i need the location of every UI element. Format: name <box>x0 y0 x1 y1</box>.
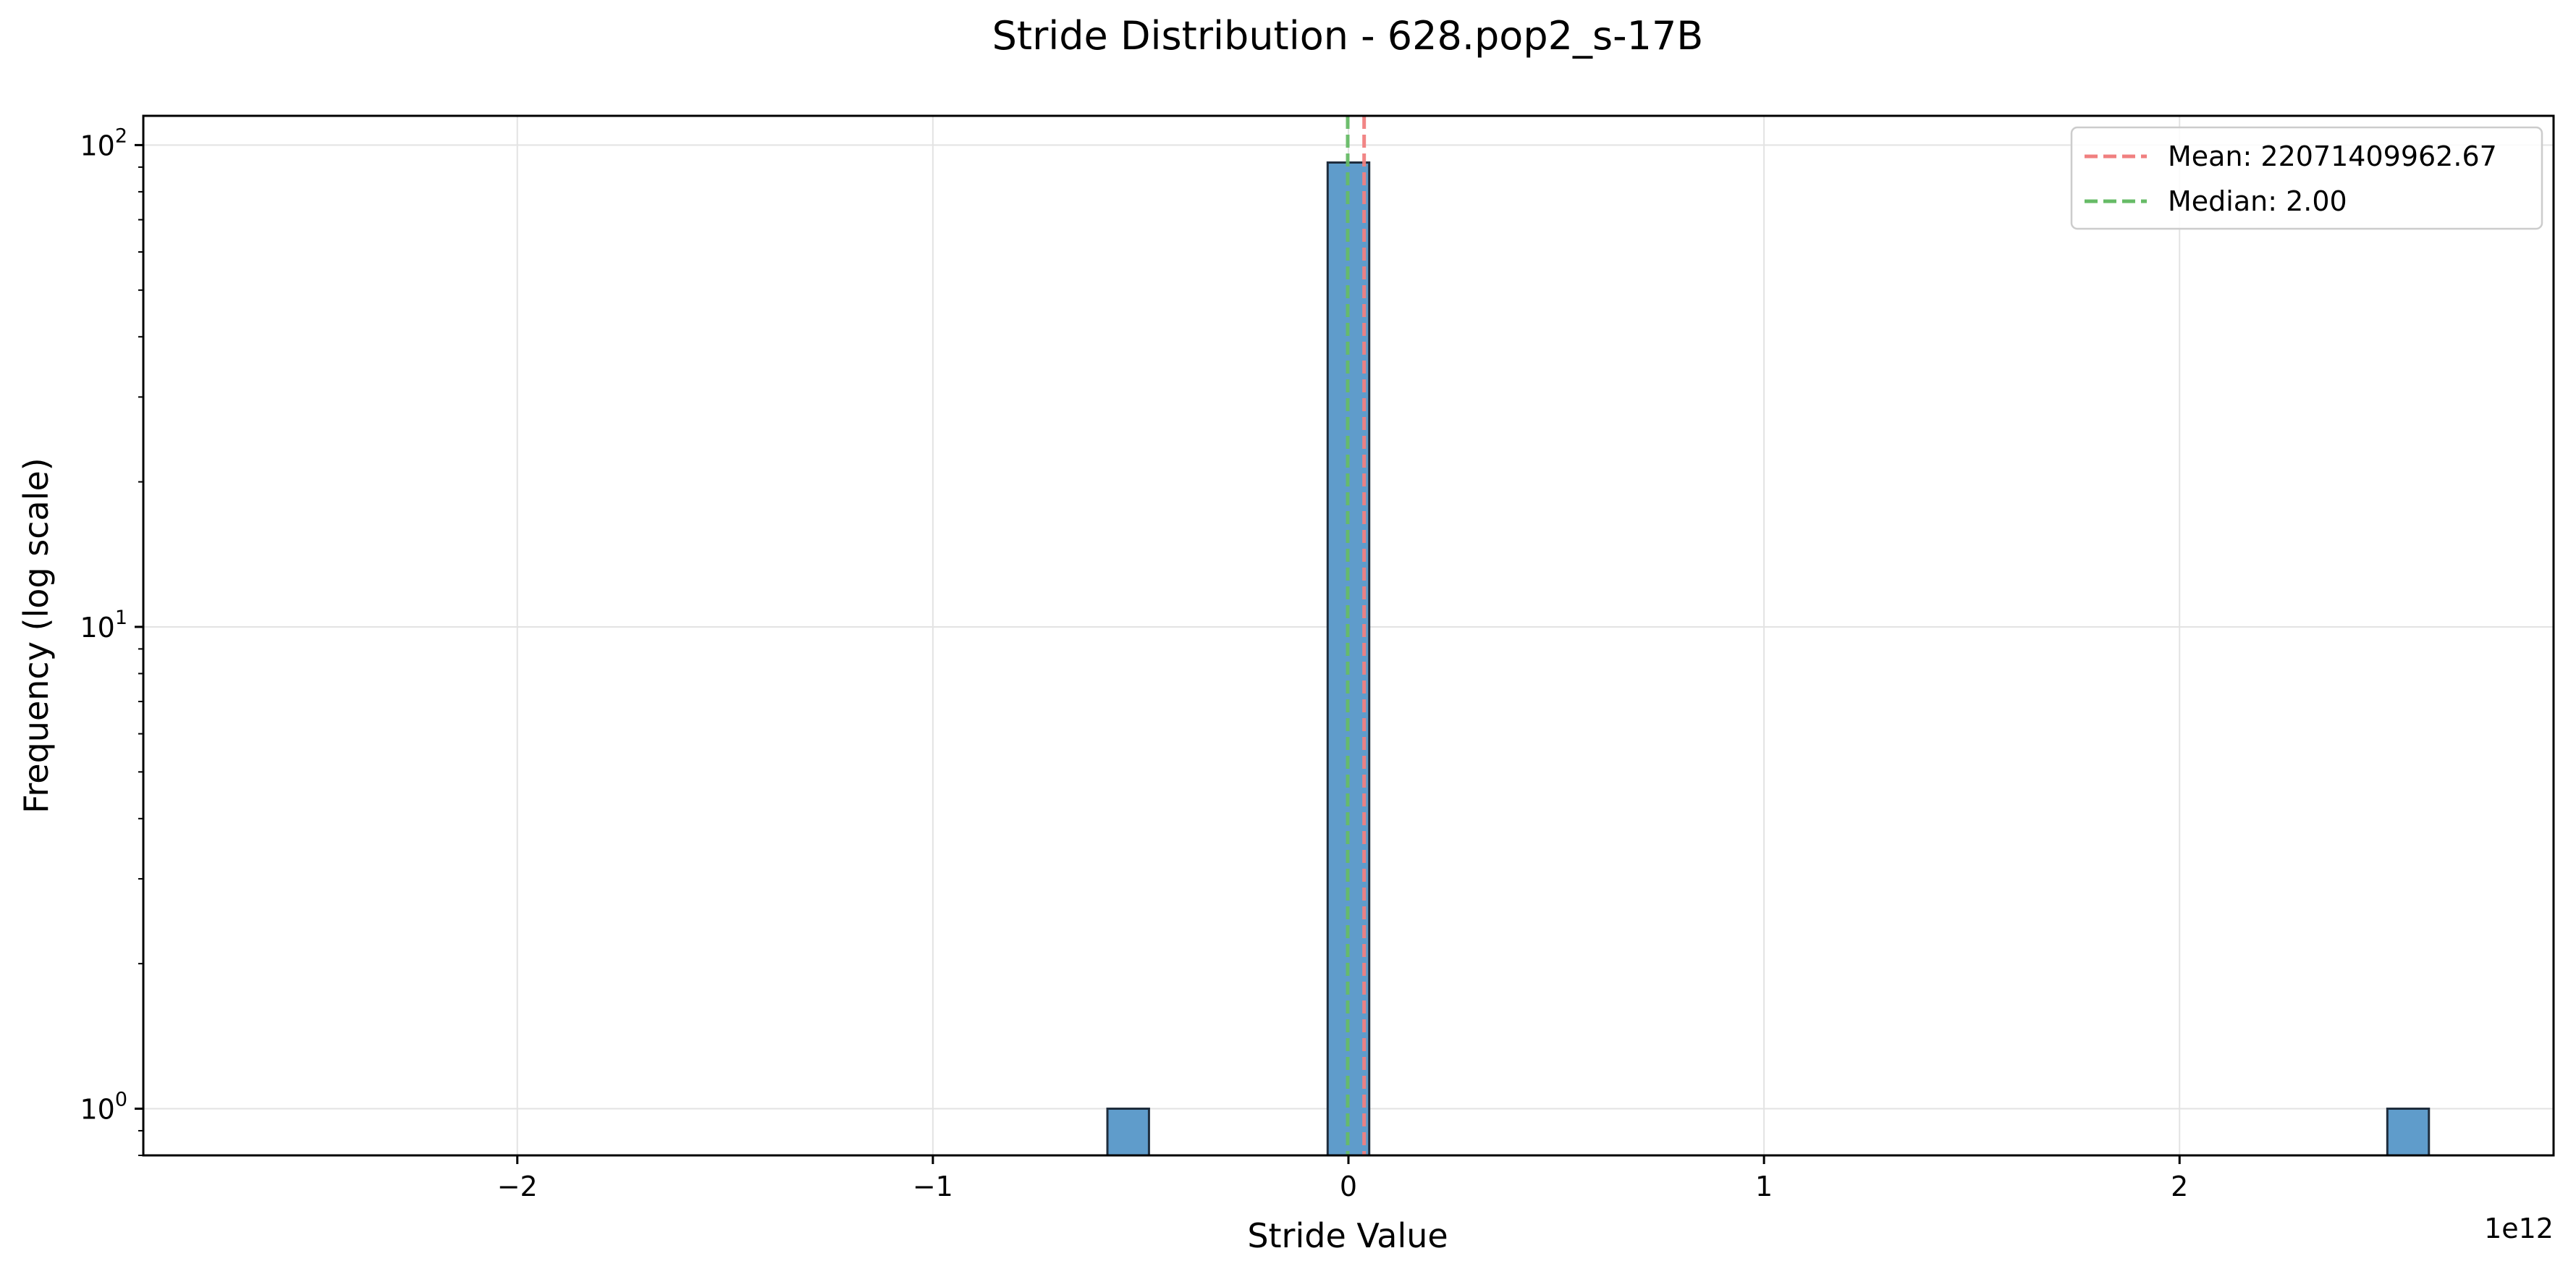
chart-title: Stride Distribution - 628.pop2_s-17B <box>992 13 1704 59</box>
x-tick-label: 2 <box>2171 1171 2188 1202</box>
plot-area <box>142 114 2555 1157</box>
histogram-bar <box>1106 1108 1150 1157</box>
y-axis-label: Frequency (log scale) <box>17 458 56 813</box>
x-tick-label: −2 <box>497 1171 538 1202</box>
y-tick-label: 100 <box>80 1089 127 1126</box>
y-axis-ticks: 100 101 102 <box>80 125 143 1156</box>
x-axis-ticks: −2 −1 0 1 2 <box>497 1155 2188 1202</box>
histogram-bar <box>2386 1108 2431 1157</box>
x-tick-label: 1 <box>1755 1171 1773 1202</box>
y-tick-label: 102 <box>80 125 127 161</box>
legend-box <box>2070 126 2543 230</box>
legend-median-label: Median: 2.00 <box>2168 185 2347 217</box>
reference-lines <box>1346 116 1367 1155</box>
x-tick-label: 0 <box>1340 1171 1357 1202</box>
legend: Mean: 22071409962.67 Median: 2.00 <box>2070 126 2543 230</box>
y-tick-label: 101 <box>80 607 127 644</box>
legend-mean-label: Mean: 22071409962.67 <box>2168 140 2497 172</box>
x-axis-offset-text: 1e12 <box>2484 1213 2554 1244</box>
x-tick-label: −1 <box>913 1171 953 1202</box>
x-axis-label: Stride Value <box>1247 1216 1448 1255</box>
